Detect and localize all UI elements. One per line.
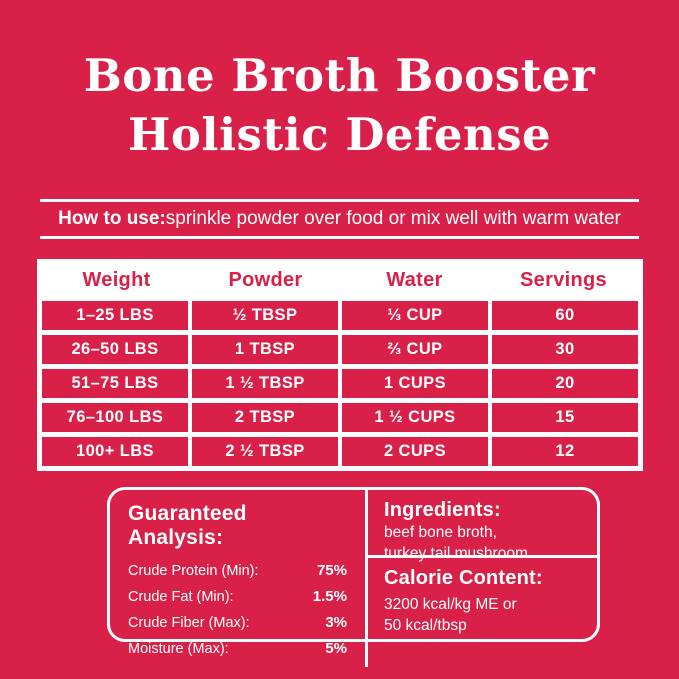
table-row: 26–50 LBS 1 TBSP ⅔ CUP 30 <box>42 335 638 364</box>
cell-servings: 20 <box>492 369 638 398</box>
ingredients-line: beef bone broth, <box>384 524 497 541</box>
table-row: 1–25 LBS ½ TBSP ⅓ CUP 60 <box>42 301 638 330</box>
product-title: Bone Broth Booster Holistic Defense <box>0 46 679 164</box>
table-row: 51–75 LBS 1 ½ TBSP 1 CUPS 20 <box>42 369 638 398</box>
analysis-value: 5% <box>325 640 347 657</box>
calorie-content-section: Calorie Content: 3200 kcal/kg ME or 50 k… <box>368 558 597 667</box>
cell-weight: 76–100 LBS <box>42 403 188 432</box>
cell-water: 1 ½ CUPS <box>342 403 488 432</box>
product-title-line2: Holistic Defense <box>127 108 552 161</box>
nutrition-info-box: Guaranteed Analysis: Crude Protein (Min)… <box>107 487 600 667</box>
cell-powder: ½ TBSP <box>192 301 338 330</box>
cell-weight: 1–25 LBS <box>42 301 188 330</box>
cell-water: ⅓ CUP <box>342 301 488 330</box>
dosing-table: Weight Powder Water Servings 1–25 LBS ½ … <box>37 259 643 471</box>
guaranteed-analysis-title: Guaranteed Analysis: <box>128 502 247 549</box>
analysis-value: 75% <box>316 562 347 579</box>
cell-servings: 15 <box>492 403 638 432</box>
table-row: 76–100 LBS 2 TBSP 1 ½ CUPS 15 <box>42 403 638 432</box>
cell-weight: 100+ LBS <box>42 437 188 466</box>
analysis-row: Crude Protein (Min): 75% <box>128 562 347 579</box>
analysis-value: 3% <box>325 614 347 631</box>
analysis-row: Crude Fat (Min): 1.5% <box>128 588 347 605</box>
cell-water: ⅔ CUP <box>342 335 488 364</box>
cell-water: 1 CUPS <box>342 369 488 398</box>
ingredients-line: turkey tail mushroom <box>384 545 528 562</box>
analysis-row: Moisture (Max): 5% <box>128 640 347 657</box>
dosing-table-body: 1–25 LBS ½ TBSP ⅓ CUP 60 26–50 LBS 1 TBS… <box>42 301 638 466</box>
how-to-use-text: sprinkle powder over food or mix well wi… <box>165 208 621 229</box>
cell-weight: 51–75 LBS <box>42 369 188 398</box>
cell-weight: 26–50 LBS <box>42 335 188 364</box>
header-powder: Powder <box>228 268 303 291</box>
analysis-label: Crude Protein (Min): <box>128 563 259 579</box>
cell-powder: 2 TBSP <box>192 403 338 432</box>
cell-powder: 1 TBSP <box>192 335 338 364</box>
cell-servings: 30 <box>492 335 638 364</box>
info-right-column: Ingredients: beef bone broth, turkey tai… <box>368 490 597 667</box>
cell-powder: 1 ½ TBSP <box>192 369 338 398</box>
guaranteed-analysis-section: Guaranteed Analysis: Crude Protein (Min)… <box>110 490 368 667</box>
cell-servings: 60 <box>492 301 638 330</box>
analysis-label: Crude Fiber (Max): <box>128 615 250 631</box>
ingredients-section: Ingredients: beef bone broth, turkey tai… <box>368 490 597 562</box>
cell-water: 2 CUPS <box>342 437 488 466</box>
analysis-value: 1.5% <box>312 588 347 605</box>
analysis-label: Moisture (Max): <box>128 641 229 657</box>
analysis-label: Crude Fat (Min): <box>128 589 234 605</box>
dosing-table-header: Weight Powder Water Servings <box>42 259 638 301</box>
cell-servings: 12 <box>492 437 638 466</box>
ingredients-title: Ingredients: <box>384 499 501 521</box>
header-weight: Weight <box>82 268 151 291</box>
header-servings: Servings <box>520 268 607 291</box>
how-to-use-bar: How to use: sprinkle powder over food or… <box>40 199 639 239</box>
product-title-line1: Bone Broth Booster <box>83 49 596 102</box>
calorie-content-title: Calorie Content: <box>384 567 543 589</box>
cell-powder: 2 ½ TBSP <box>192 437 338 466</box>
table-row: 100+ LBS 2 ½ TBSP 2 CUPS 12 <box>42 437 638 466</box>
header-water: Water <box>386 268 443 291</box>
analysis-row: Crude Fiber (Max): 3% <box>128 614 347 631</box>
calorie-content-line: 50 kcal/tbsp <box>384 617 467 634</box>
how-to-use-label: How to use: <box>58 208 166 229</box>
calorie-content-line: 3200 kcal/kg ME or <box>384 596 517 613</box>
